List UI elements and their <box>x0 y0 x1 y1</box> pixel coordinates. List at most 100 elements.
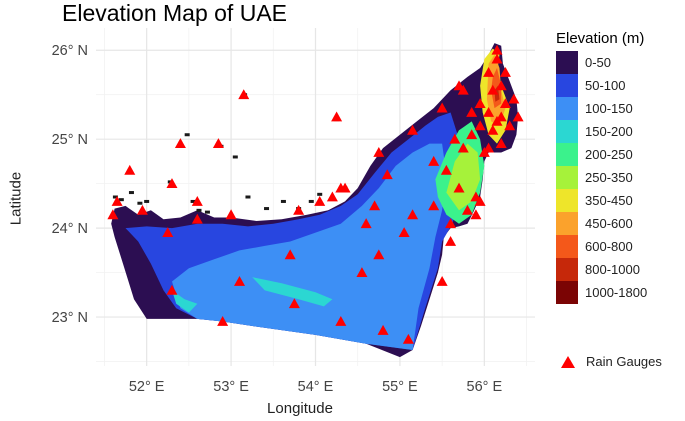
y-tick-label: 24° N <box>52 221 88 237</box>
x-tick-label: 53° E <box>213 379 249 395</box>
rain-gauge-marker <box>508 93 520 104</box>
rain-gauge-marker <box>474 195 486 206</box>
rain-gauge-marker <box>487 84 499 95</box>
rain-gauge-marker <box>326 191 338 202</box>
rain-gauge-marker <box>449 133 461 144</box>
x-axis-title: Longitude <box>267 400 333 417</box>
y-tick-label: 26° N <box>52 43 88 59</box>
rain-gauge-marker <box>491 53 503 64</box>
rain-gauge-marker <box>162 227 174 237</box>
rain-gauge-marker <box>356 267 368 278</box>
rain-gauge-marker <box>466 107 478 117</box>
rain-gauge-marker <box>495 80 507 91</box>
island-speck <box>232 155 238 159</box>
elevation-band-100-150 <box>172 143 447 350</box>
legend-swatch <box>556 97 578 120</box>
rain-gauge-marker <box>445 235 457 246</box>
rain-gauge-marker <box>474 98 486 109</box>
y-tick-labels: 26° N 25° N 24° N 23° N <box>52 43 88 326</box>
x-tick-label: 54° E <box>298 379 334 395</box>
rain-gauge-marker <box>111 195 123 206</box>
rain-gauge-marker <box>335 316 347 326</box>
rain-gauge-marker <box>191 213 203 224</box>
rain-gauge-marker <box>495 111 507 122</box>
island-speck <box>184 133 190 137</box>
rain-gauge-marker <box>495 138 507 149</box>
island-speck <box>245 195 251 199</box>
rain-gauge-marker <box>483 107 495 117</box>
island-speck <box>137 201 143 205</box>
legend-row: 50-100 <box>556 74 685 97</box>
island-speck <box>128 191 134 195</box>
island-speck <box>144 199 150 203</box>
triangle-icon <box>561 355 575 368</box>
legend-label: 350-450 <box>585 193 633 208</box>
legend-label: 200-250 <box>585 147 633 162</box>
rain-gauge-marker <box>373 249 385 260</box>
rain-gauge-marker <box>284 249 296 260</box>
island-speck <box>280 199 286 203</box>
rain-gauge-marker <box>436 276 448 286</box>
rain-gauge-marker <box>238 89 250 100</box>
map-title: Elevation Map of UAE <box>62 0 288 26</box>
rain-gauge-marker <box>491 44 503 55</box>
rain-gauge-marker <box>339 182 351 193</box>
rain-gauge-marker <box>483 142 495 153</box>
legend-swatch <box>556 74 578 97</box>
legend-row: 200-250 <box>556 143 685 166</box>
legend-label: 50-100 <box>585 78 626 93</box>
rain-gauge-marker <box>166 178 178 189</box>
rain-gauge-marker <box>453 80 465 91</box>
elevation-band-150-200-south <box>252 277 333 307</box>
rain-gauge-marker <box>217 316 229 326</box>
legend-label: 1000-1800 <box>585 285 648 300</box>
legend-label: 250-350 <box>585 170 633 185</box>
rain-gauge-marker <box>381 169 393 180</box>
legend-label: 800-1000 <box>585 262 640 277</box>
island-speck <box>204 210 210 214</box>
rain-gauge-marker <box>470 209 482 220</box>
legend-swatch <box>556 51 578 74</box>
rain-gauge-marker <box>314 195 326 206</box>
legend-label: 450-600 <box>585 216 633 231</box>
rain-gauge-marker <box>398 227 410 237</box>
rain-gauge-marker <box>225 209 237 220</box>
legend-swatch <box>556 143 578 166</box>
rain-gauge-marker <box>402 333 414 344</box>
legend-title: Elevation (m) <box>556 30 645 47</box>
rain-gauge-marker <box>504 120 516 131</box>
rain-gauge-marker <box>166 284 178 295</box>
legend-label: 150-200 <box>585 124 633 139</box>
legend-row: 0-50 <box>556 51 685 74</box>
rain-gauge-marker <box>457 142 469 153</box>
rain-gauge-marker <box>107 209 119 220</box>
x-tick-label: 52° E <box>129 379 165 395</box>
legend-row: 150-200 <box>556 120 685 143</box>
legend-label: 100-150 <box>585 101 633 116</box>
island-speck <box>308 199 314 203</box>
rain-gauge-marker <box>407 209 419 220</box>
legend-swatch <box>556 235 578 258</box>
y-tick-label: 23° N <box>52 310 88 326</box>
rain-gauge-marker <box>436 102 448 113</box>
y-tick-label: 25° N <box>52 132 88 148</box>
rain-gauge-marker <box>234 276 246 286</box>
rain-gauge-marker <box>293 204 305 215</box>
rain-gauge-marker <box>288 298 300 309</box>
rain-gauge-marker <box>124 164 136 175</box>
rain-gauge-marker <box>360 218 372 229</box>
island-speck <box>118 198 124 202</box>
legend-row: 250-350 <box>556 166 685 189</box>
rain-gauge-markers <box>107 44 524 344</box>
rain-gauge-marker <box>487 124 499 135</box>
island-speck <box>190 199 196 203</box>
rain-gauge-marker <box>483 66 495 77</box>
rain-gauge-marker <box>474 120 486 131</box>
rain-gauge-marker <box>407 124 419 135</box>
legend-row: 100-150 <box>556 97 685 120</box>
rain-gauge-marker <box>212 138 224 149</box>
rain-gauge-marker <box>136 204 148 215</box>
legend-row: 600-800 <box>556 235 685 258</box>
rain-gauge-marker <box>499 98 511 109</box>
